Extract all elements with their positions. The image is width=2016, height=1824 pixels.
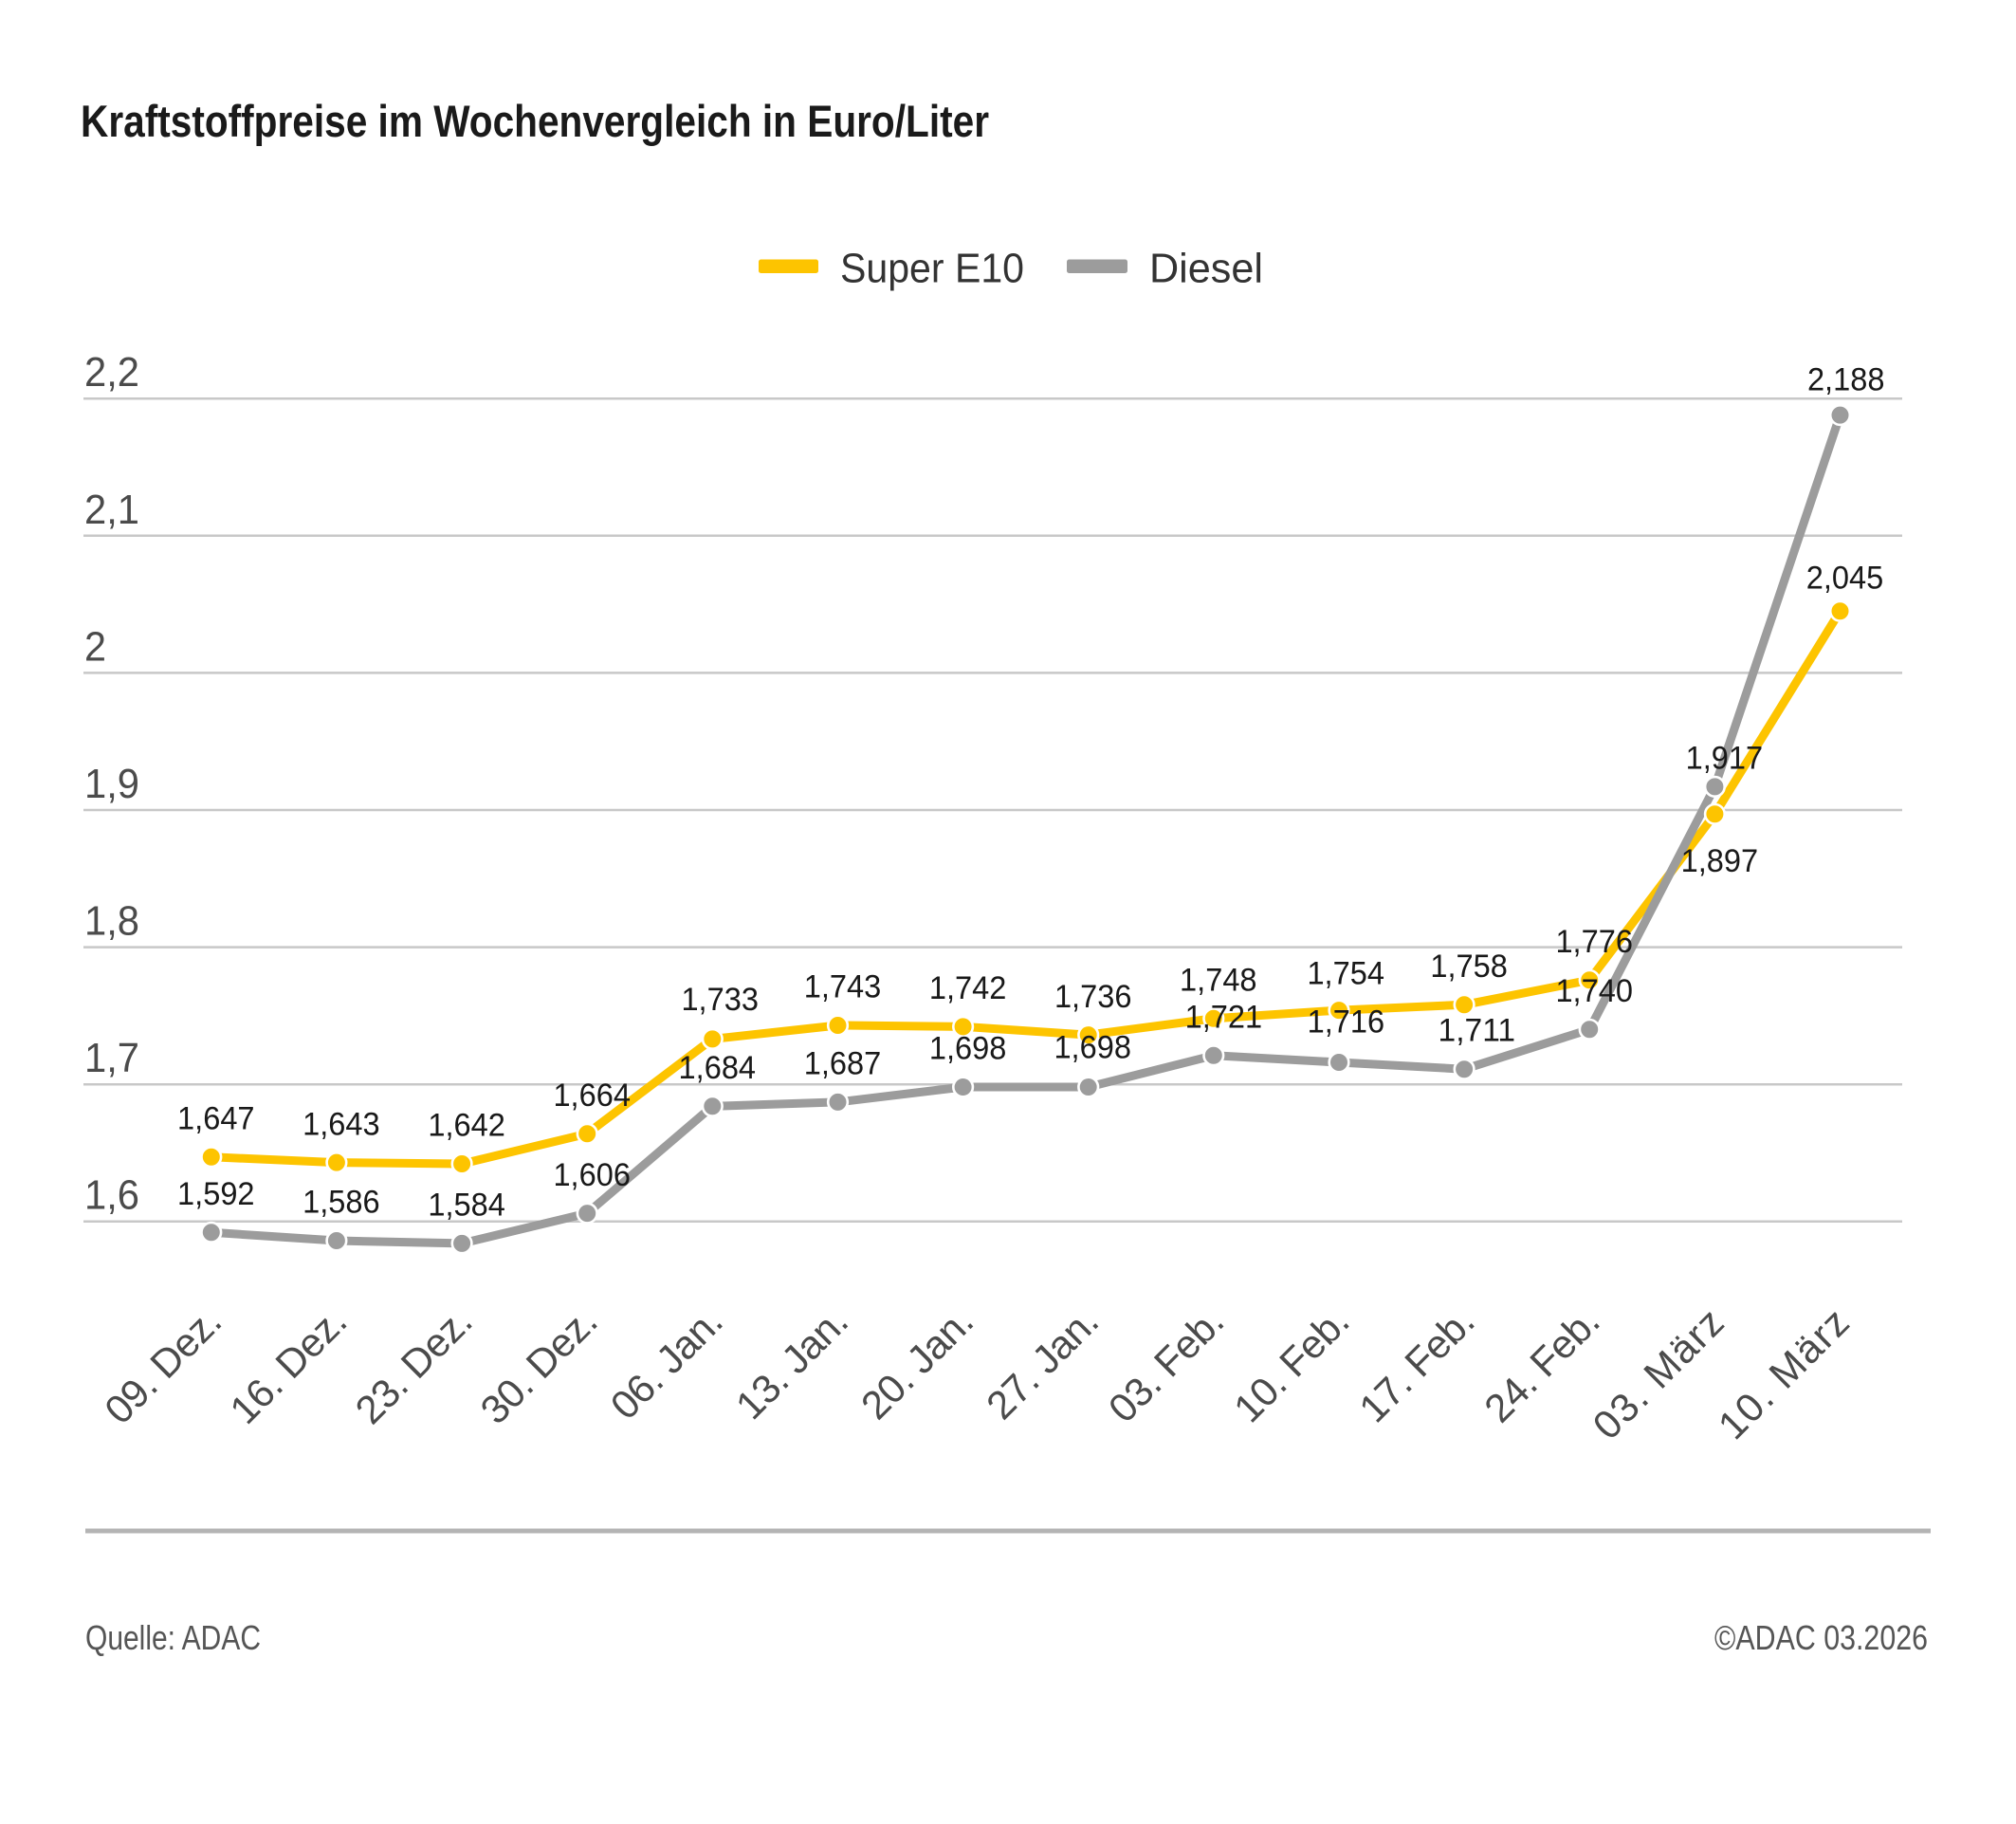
svg-text:©ADAC 03.2026: ©ADAC 03.2026 [1714,1618,1928,1657]
svg-text:1,754: 1,754 [1307,956,1384,992]
svg-text:2,045: 2,045 [1806,561,1884,597]
svg-text:1,740: 1,740 [1555,973,1633,1009]
svg-text:1,664: 1,664 [553,1078,631,1114]
svg-text:Diesel: Diesel [1149,245,1263,291]
svg-text:1,643: 1,643 [302,1106,380,1142]
svg-text:1,897: 1,897 [1681,843,1759,879]
svg-text:1,642: 1,642 [428,1108,505,1144]
svg-text:1,9: 1,9 [84,761,139,807]
svg-text:1,917: 1,917 [1686,741,1764,777]
svg-text:Kraftstoffpreise im Wochenverg: Kraftstoffpreise im Wochenvergleich in E… [81,96,989,146]
svg-text:1,711: 1,711 [1439,1013,1516,1049]
svg-text:1,733: 1,733 [681,982,759,1018]
svg-text:1,748: 1,748 [1180,963,1257,999]
svg-text:1,698: 1,698 [929,1031,1007,1067]
svg-text:1,687: 1,687 [804,1046,882,1082]
svg-text:1,8: 1,8 [84,898,139,945]
svg-text:1,586: 1,586 [302,1185,380,1221]
svg-text:1,7: 1,7 [84,1035,139,1081]
svg-text:1,684: 1,684 [679,1050,757,1086]
svg-text:1,698: 1,698 [1054,1030,1131,1066]
svg-text:1,721: 1,721 [1185,1000,1263,1036]
svg-text:1,584: 1,584 [428,1188,505,1224]
svg-text:1,592: 1,592 [177,1176,255,1212]
svg-text:2: 2 [84,623,106,670]
svg-text:2,2: 2,2 [84,349,139,396]
svg-text:Super E10: Super E10 [840,245,1024,291]
svg-text:1,758: 1,758 [1430,949,1508,985]
svg-text:1,742: 1,742 [929,970,1007,1006]
svg-text:Quelle: ADAC: Quelle: ADAC [85,1618,261,1657]
svg-text:1,716: 1,716 [1308,1004,1385,1040]
svg-text:1,606: 1,606 [553,1157,631,1193]
svg-text:2,188: 2,188 [1807,362,1885,398]
svg-text:1,647: 1,647 [177,1101,255,1137]
svg-text:1,736: 1,736 [1054,979,1132,1015]
svg-text:1,743: 1,743 [804,969,882,1005]
svg-text:1,776: 1,776 [1555,924,1633,960]
svg-text:2,1: 2,1 [84,487,139,533]
svg-text:1,6: 1,6 [84,1172,139,1219]
